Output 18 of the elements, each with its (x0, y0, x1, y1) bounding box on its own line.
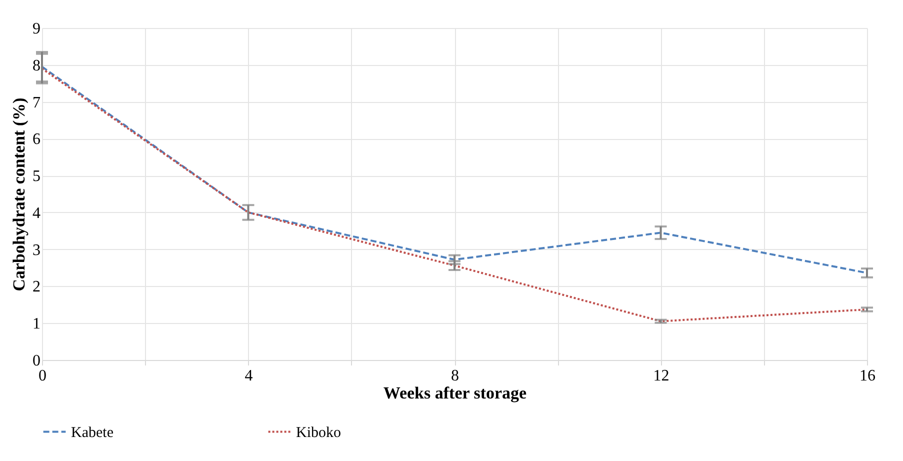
legend-label: Kiboko (296, 424, 341, 441)
y-tick-label: 8 (32, 57, 40, 74)
y-tick-label: 6 (32, 131, 40, 148)
y-tick-label: 9 (32, 20, 40, 38)
y-tick-label: 7 (32, 94, 40, 112)
x-axis-title: Weeks after storage (383, 384, 528, 402)
x-tick-label: 4 (244, 368, 253, 384)
y-tick-label: 3 (32, 242, 40, 259)
legend-label: Kabete (71, 424, 114, 441)
y-tick-label: 2 (32, 278, 40, 296)
y-tick-label: 0 (32, 352, 40, 370)
y-tick-label: 5 (32, 168, 40, 186)
x-tick-label: 12 (653, 368, 670, 384)
y-tick-label: 1 (32, 316, 40, 333)
y-axis-title: Carbohydrate content (%) (10, 98, 28, 292)
x-tick-label: 16 (860, 368, 876, 384)
y-tick-label: 4 (32, 204, 40, 222)
x-tick-label: 8 (451, 368, 459, 384)
